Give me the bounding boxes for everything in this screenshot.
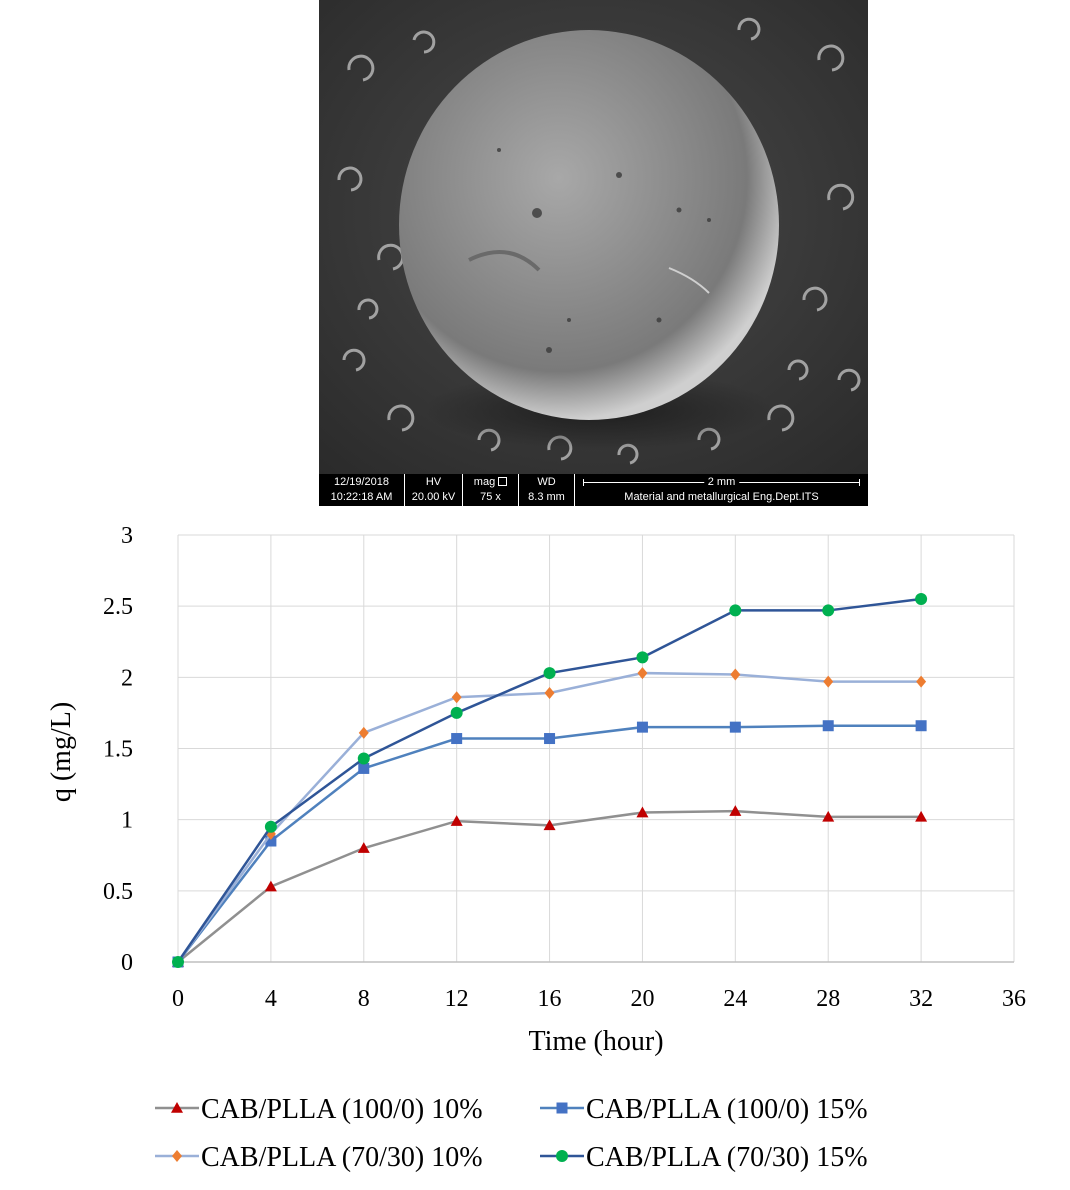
y-tick-label: 0.5 (103, 879, 133, 905)
legend-label: CAB/PLLA (100/0) 15% (586, 1094, 868, 1125)
y-axis-title: q (mg/L) (46, 702, 77, 802)
data-point (730, 668, 741, 681)
series-4 (172, 593, 928, 968)
chart-legend: CAB/PLLA (100/0) 10% CAB/PLLA (100/0) 15%… (155, 1094, 868, 1173)
legend-item: CAB/PLLA (70/30) 15% (540, 1142, 868, 1173)
chart-series (172, 593, 928, 968)
data-point (451, 733, 463, 745)
sem-micrograph: 12/19/2018 10:22:18 AM HV 20.00 kV mag 7… (319, 0, 868, 506)
sem-institution: Material and metallurgical Eng.Dept.ITS (624, 491, 819, 503)
legend-item: CAB/PLLA (100/0) 15% (540, 1094, 868, 1125)
sem-info-bar: 12/19/2018 10:22:18 AM HV 20.00 kV mag 7… (319, 474, 868, 506)
x-tick-label: 36 (1002, 986, 1026, 1012)
x-axis-ticks: 0 4 8 12 16 20 24 28 32 36 (172, 986, 1026, 1012)
legend-item: CAB/PLLA (70/30) 10% (155, 1142, 483, 1173)
legend-item: CAB/PLLA (100/0) 10% (155, 1094, 483, 1125)
data-point (915, 593, 928, 606)
data-point (451, 691, 462, 704)
sem-mag-value: 75 x (480, 491, 501, 503)
data-point (915, 810, 928, 822)
data-point (729, 604, 742, 617)
sem-time: 10:22:18 AM (330, 491, 393, 503)
y-tick-label: 2 (121, 665, 133, 691)
legend-marker (172, 1150, 182, 1162)
data-point (450, 706, 463, 719)
data-point (822, 720, 834, 732)
sem-date: 12/19/2018 (333, 476, 390, 488)
x-tick-label: 4 (265, 986, 277, 1012)
sem-hv-value: 20.00 kV (411, 491, 456, 503)
y-tick-label: 2.5 (103, 594, 133, 620)
y-axis-ticks: 0 0.5 1 1.5 2 2.5 3 (103, 523, 133, 976)
sem-scale-cell: 2 mm Material and metallurgical Eng.Dept… (575, 474, 868, 506)
data-point (823, 675, 834, 688)
x-tick-label: 12 (445, 986, 469, 1012)
sem-hv-cell: HV 20.00 kV (405, 474, 463, 506)
scale-bar-label: 2 mm (703, 475, 740, 489)
y-tick-label: 0 (121, 950, 133, 976)
sem-wd-cell: WD 8.3 mm (519, 474, 575, 506)
data-point (543, 819, 556, 831)
data-point (172, 956, 184, 968)
sem-mag-label: mag (473, 476, 496, 488)
x-tick-label: 20 (630, 986, 654, 1012)
legend-label: CAB/PLLA (70/30) 10% (201, 1142, 483, 1173)
x-tick-label: 24 (723, 986, 747, 1012)
data-point (916, 675, 927, 688)
data-point (265, 835, 277, 847)
data-point (636, 721, 648, 733)
y-tick-label: 1.5 (103, 737, 133, 763)
data-point (543, 667, 556, 680)
x-tick-label: 0 (172, 986, 184, 1012)
data-point (358, 762, 370, 774)
adsorption-chart: 0 0.5 1 1.5 2 2.5 3 0 4 8 12 16 20 24 28 32 36 q (mg/L)… (0, 510, 1070, 1190)
square-icon (498, 477, 508, 486)
sem-mag-cell: mag 75 x (463, 474, 519, 506)
data-point (729, 721, 741, 733)
y-tick-label: 1 (121, 808, 133, 834)
x-tick-label: 16 (538, 986, 562, 1012)
data-point (637, 667, 648, 680)
x-tick-label: 28 (816, 986, 840, 1012)
x-axis-title: Time (hour) (528, 1026, 663, 1057)
x-tick-label: 8 (358, 986, 370, 1012)
data-point (729, 805, 742, 816)
sem-date-time-cell: 12/19/2018 10:22:18 AM (319, 474, 405, 506)
sem-hv-label: HV (425, 476, 442, 488)
legend-marker (556, 1150, 568, 1162)
legend-label: CAB/PLLA (100/0) 10% (201, 1094, 483, 1125)
x-tick-label: 32 (909, 986, 933, 1012)
chart-svg: 0 0.5 1 1.5 2 2.5 3 0 4 8 12 16 20 24 28 32 36 q (mg/L)… (46, 523, 1026, 1173)
data-point (544, 686, 555, 699)
data-point (822, 604, 835, 617)
sem-image (319, 0, 868, 474)
chart-grid (177, 534, 1015, 963)
data-point (915, 720, 927, 732)
data-point (264, 820, 277, 833)
data-point (450, 815, 463, 826)
legend-marker (556, 1102, 568, 1114)
data-point (822, 810, 835, 822)
data-point (264, 880, 277, 892)
sem-wd-value: 8.3 mm (528, 491, 565, 503)
legend-label: CAB/PLLA (70/30) 15% (586, 1142, 868, 1173)
data-point (636, 651, 649, 664)
data-point (544, 733, 556, 745)
scale-bar: 2 mm (583, 475, 860, 489)
sem-wd-label: WD (537, 476, 556, 488)
data-point (636, 806, 649, 818)
legend-marker (171, 1102, 183, 1113)
data-point (357, 752, 370, 765)
y-tick-label: 3 (121, 523, 133, 549)
data-point (357, 842, 370, 853)
data-point (358, 726, 369, 739)
